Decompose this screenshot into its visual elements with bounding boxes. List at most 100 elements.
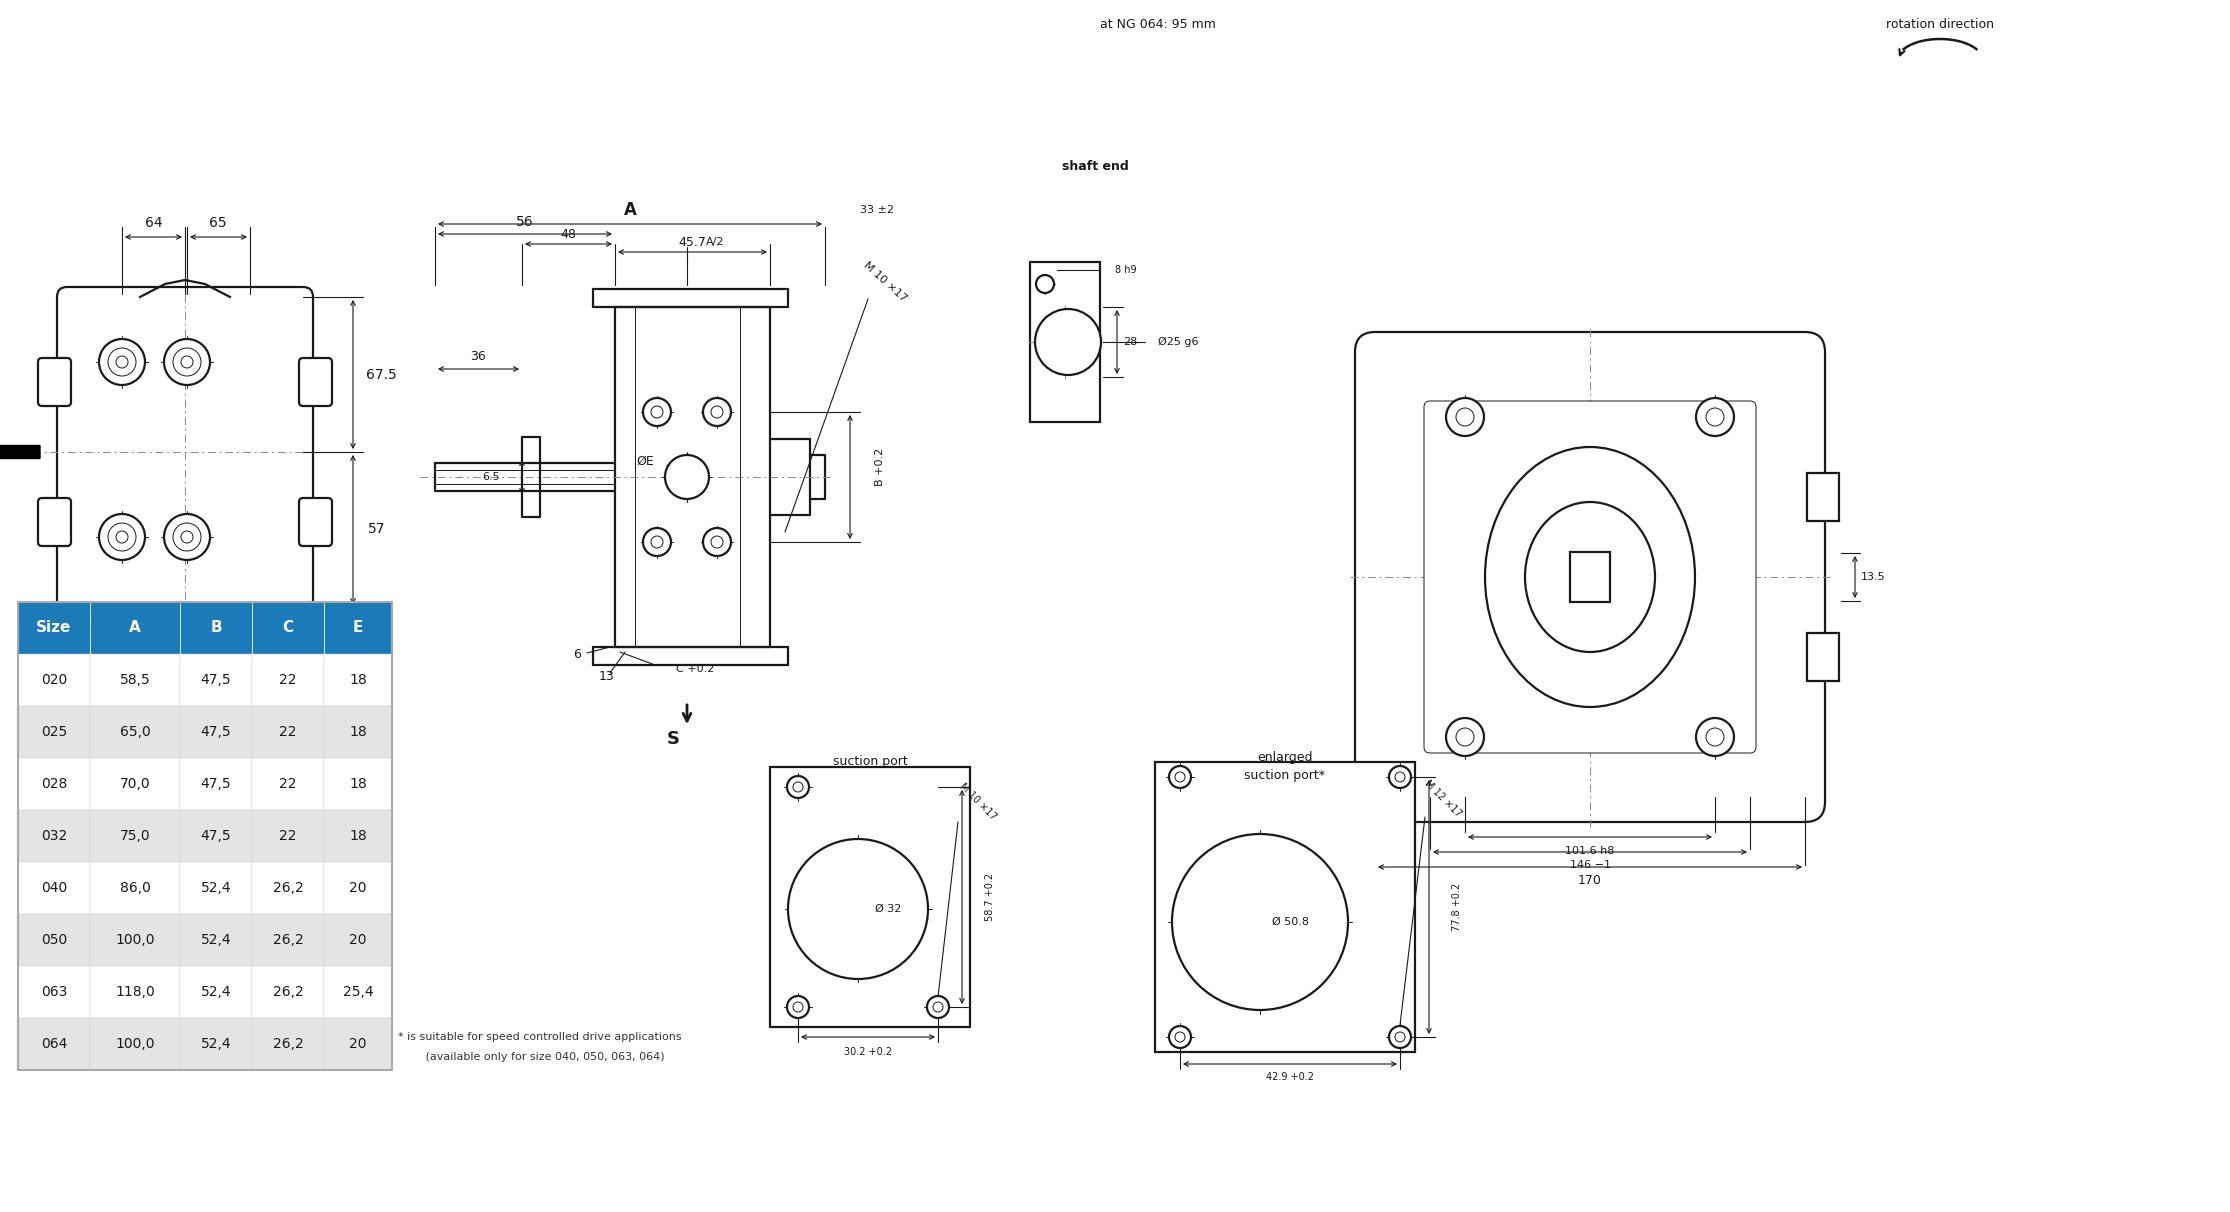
Bar xyxy=(252,966,323,1018)
Bar xyxy=(18,654,89,707)
Circle shape xyxy=(1173,834,1347,1010)
Bar xyxy=(89,810,181,862)
Text: 101.6 h8: 101.6 h8 xyxy=(1565,846,1615,856)
Circle shape xyxy=(116,356,127,368)
Text: 20: 20 xyxy=(350,881,366,894)
Circle shape xyxy=(932,1002,943,1012)
Text: 58.7 +0.2: 58.7 +0.2 xyxy=(986,873,995,921)
Text: A/2: A/2 xyxy=(705,238,725,247)
Circle shape xyxy=(702,398,731,425)
Bar xyxy=(89,707,181,758)
Bar xyxy=(323,1018,392,1070)
Text: C: C xyxy=(283,621,294,635)
Bar xyxy=(323,654,392,707)
Circle shape xyxy=(1697,398,1735,436)
Bar xyxy=(181,707,252,758)
Circle shape xyxy=(107,524,136,551)
Bar xyxy=(181,758,252,810)
Bar xyxy=(323,862,392,914)
Text: Ø25 g6: Ø25 g6 xyxy=(1157,337,1198,347)
Bar xyxy=(1806,633,1840,681)
Text: 52,4: 52,4 xyxy=(201,933,232,947)
Bar xyxy=(18,1018,89,1070)
Text: 18: 18 xyxy=(350,829,368,844)
Text: 65: 65 xyxy=(210,216,227,230)
Text: Ø 50.8: Ø 50.8 xyxy=(1271,917,1309,927)
Text: 118,0: 118,0 xyxy=(116,985,154,999)
Text: B +0.2: B +0.2 xyxy=(874,448,885,486)
Text: 100,0: 100,0 xyxy=(116,1037,154,1051)
Text: B: B xyxy=(210,621,221,635)
Bar xyxy=(18,758,89,810)
Text: 65,0: 65,0 xyxy=(120,725,149,739)
Circle shape xyxy=(165,514,210,560)
Text: 146 −1: 146 −1 xyxy=(1570,861,1610,870)
Ellipse shape xyxy=(1485,447,1695,707)
Bar xyxy=(252,862,323,914)
Circle shape xyxy=(1175,1031,1184,1042)
Bar xyxy=(252,914,323,966)
Text: 13.5: 13.5 xyxy=(1860,572,1884,582)
Text: 86,0: 86,0 xyxy=(120,881,149,894)
Bar xyxy=(181,602,252,654)
Bar xyxy=(181,914,252,966)
Circle shape xyxy=(702,528,731,556)
Circle shape xyxy=(1389,766,1412,788)
Bar xyxy=(323,810,392,862)
Circle shape xyxy=(116,531,127,543)
Circle shape xyxy=(165,339,210,385)
Text: 063: 063 xyxy=(40,985,67,999)
Circle shape xyxy=(1396,772,1405,782)
Text: 70,0: 70,0 xyxy=(120,777,149,791)
FancyBboxPatch shape xyxy=(58,287,312,617)
Circle shape xyxy=(1035,309,1102,375)
Text: 47,5: 47,5 xyxy=(201,829,232,844)
Text: 28: 28 xyxy=(1124,337,1137,347)
Text: 67.5: 67.5 xyxy=(366,368,397,382)
Circle shape xyxy=(98,339,145,385)
Text: 26,2: 26,2 xyxy=(272,881,303,894)
Text: 45.7: 45.7 xyxy=(678,235,707,248)
Circle shape xyxy=(1706,728,1724,747)
Bar xyxy=(181,810,252,862)
Circle shape xyxy=(107,348,136,376)
Bar xyxy=(323,966,392,1018)
Bar xyxy=(1570,551,1610,602)
Circle shape xyxy=(651,536,662,548)
Text: 77.8 +0.2: 77.8 +0.2 xyxy=(1452,882,1463,931)
Text: 20: 20 xyxy=(350,1037,366,1051)
Text: M 10 ×17: M 10 ×17 xyxy=(861,261,908,304)
Circle shape xyxy=(1169,1027,1191,1048)
Circle shape xyxy=(787,776,809,797)
Text: A: A xyxy=(129,621,140,635)
Bar xyxy=(252,602,323,654)
FancyArrow shape xyxy=(0,446,40,458)
FancyBboxPatch shape xyxy=(38,358,71,406)
FancyBboxPatch shape xyxy=(299,358,332,406)
Text: 6.5: 6.5 xyxy=(482,471,500,482)
Text: suction port: suction port xyxy=(832,755,908,768)
Bar xyxy=(252,758,323,810)
Text: 64: 64 xyxy=(145,216,163,230)
Text: 52,4: 52,4 xyxy=(201,881,232,894)
Text: * is suitable for speed controlled drive applications: * is suitable for speed controlled drive… xyxy=(399,1031,682,1042)
Text: 36: 36 xyxy=(471,350,486,364)
Bar xyxy=(181,1018,252,1070)
Bar xyxy=(1155,762,1416,1052)
Text: 18: 18 xyxy=(350,777,368,791)
Bar xyxy=(89,966,181,1018)
Text: 26,2: 26,2 xyxy=(272,933,303,947)
Circle shape xyxy=(1037,275,1055,293)
Text: 58,5: 58,5 xyxy=(120,673,149,687)
Text: 20: 20 xyxy=(350,933,366,947)
Bar xyxy=(181,654,252,707)
Text: 26,2: 26,2 xyxy=(272,1037,303,1051)
Circle shape xyxy=(665,454,709,499)
Text: 22: 22 xyxy=(279,673,297,687)
Circle shape xyxy=(794,782,803,791)
Text: E: E xyxy=(352,621,363,635)
Circle shape xyxy=(1445,718,1483,756)
Text: 47,5: 47,5 xyxy=(201,673,232,687)
Circle shape xyxy=(174,348,201,376)
Bar xyxy=(323,707,392,758)
